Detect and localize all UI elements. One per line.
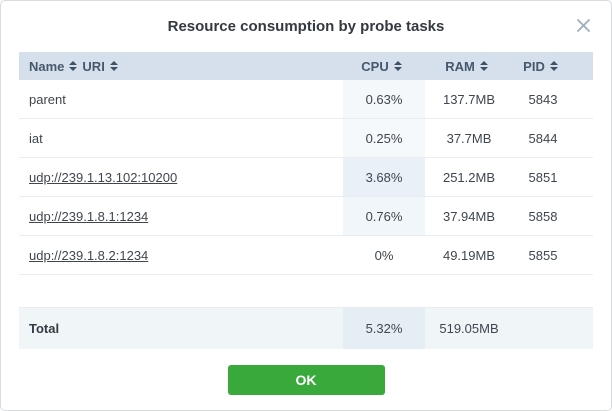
probe-tasks-table: Name URI CPU RAM PID parent 0.63% 137.7M… xyxy=(19,52,593,349)
table-spacer xyxy=(19,275,593,308)
task-uri-link[interactable]: udp://239.1.13.102:10200 xyxy=(29,169,178,185)
table-header-row: Name URI CPU RAM PID xyxy=(19,52,593,80)
ram-value: 37.94MB xyxy=(442,208,496,224)
ram-value: 251.2MB xyxy=(442,169,496,185)
table-row: iat 0.25% 37.7MB 5844 xyxy=(19,119,593,158)
ram-header-label: RAM xyxy=(445,58,475,74)
table-row: parent 0.63% 137.7MB 5843 xyxy=(19,80,593,119)
pid-value: 5851 xyxy=(528,169,558,185)
sort-icon-name[interactable] xyxy=(69,61,78,71)
pid-value: 5844 xyxy=(528,130,558,146)
column-header-ram[interactable]: RAM xyxy=(425,59,513,74)
task-uri-link[interactable]: udp://239.1.8.2:1234 xyxy=(29,247,149,263)
total-pid-empty xyxy=(513,308,593,349)
ok-button[interactable]: OK xyxy=(227,365,385,395)
sort-icon-uri[interactable] xyxy=(109,61,118,71)
ram-value: 49.19MB xyxy=(442,247,496,263)
cpu-header-label: CPU xyxy=(361,58,389,74)
task-uri-cell: udp://239.1.8.2:1234 xyxy=(19,236,343,274)
cpu-value: 0% xyxy=(374,247,394,263)
cpu-value: 0.76% xyxy=(343,197,425,235)
task-uri-cell: udp://239.1.13.102:10200 xyxy=(19,158,343,196)
cpu-value: 0.63% xyxy=(343,80,425,118)
name-header-label: Name xyxy=(29,58,65,74)
page-title: Resource consumption by probe tasks xyxy=(167,18,445,35)
total-cpu-value: 5.32% xyxy=(343,308,425,349)
task-uri-cell: udp://239.1.8.1:1234 xyxy=(19,197,343,235)
column-header-pid[interactable]: PID xyxy=(513,59,593,74)
sort-icon-cpu[interactable] xyxy=(393,61,402,71)
task-uri-link[interactable]: udp://239.1.8.1:1234 xyxy=(29,208,149,224)
dialog-footer: OK xyxy=(1,365,611,395)
cpu-value: 0.25% xyxy=(343,119,425,157)
close-icon[interactable] xyxy=(574,16,592,34)
ram-value: 137.7MB xyxy=(442,91,496,107)
task-name: iat xyxy=(29,130,43,146)
task-name: parent xyxy=(29,91,66,107)
sort-icon-ram[interactable] xyxy=(479,61,488,71)
table-row: udp://239.1.8.1:1234 0.76% 37.94MB 5858 xyxy=(19,197,593,236)
dialog-header: Resource consumption by probe tasks xyxy=(1,1,611,52)
table-row: udp://239.1.13.102:10200 3.68% 251.2MB 5… xyxy=(19,158,593,197)
pid-value: 5858 xyxy=(528,208,558,224)
total-ram-value: 519.05MB xyxy=(439,321,499,336)
pid-value: 5843 xyxy=(528,91,558,107)
pid-header-label: PID xyxy=(523,58,545,74)
sort-icon-pid[interactable] xyxy=(549,61,558,71)
cpu-value: 3.68% xyxy=(343,158,425,196)
ram-value: 37.7MB xyxy=(446,130,492,146)
uri-header-label: URI xyxy=(82,58,105,74)
total-label: Total xyxy=(29,321,60,336)
total-row: Total 5.32% 519.05MB xyxy=(19,308,593,349)
table-row: udp://239.1.8.2:1234 0% 49.19MB 5855 xyxy=(19,236,593,275)
pid-value: 5855 xyxy=(528,247,558,263)
column-header-name-uri[interactable]: Name URI xyxy=(19,59,343,74)
column-header-cpu[interactable]: CPU xyxy=(343,59,425,74)
